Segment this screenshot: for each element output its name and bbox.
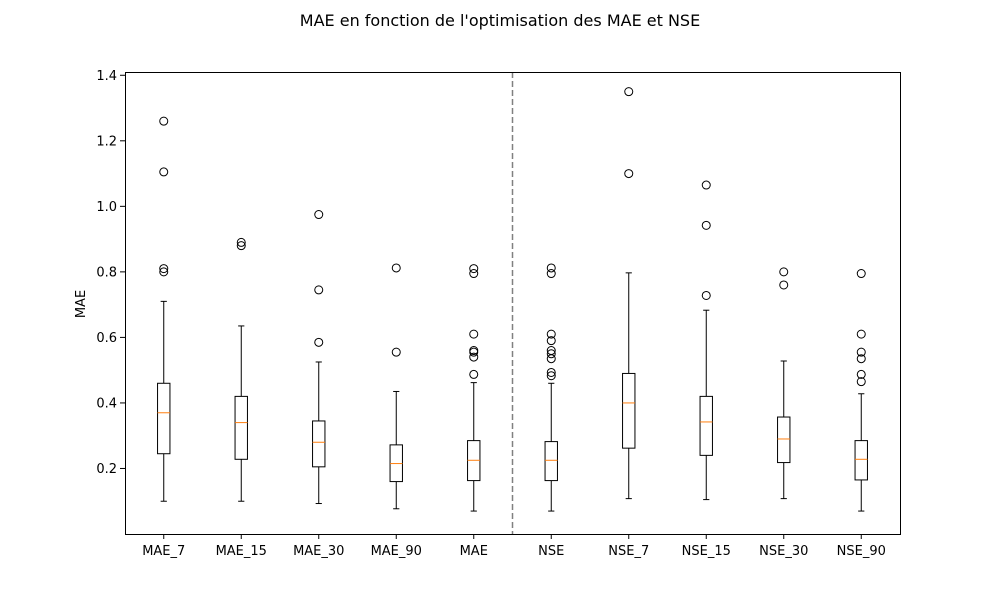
outlier-point (546, 263, 556, 273)
axes-frame (125, 72, 901, 535)
box-iqr (699, 395, 713, 456)
outlier-point (546, 349, 556, 359)
outlier-point (779, 280, 789, 290)
y-tick-label: 0.6 (96, 331, 117, 346)
x-tick-label: NSE (538, 544, 564, 559)
box-iqr (854, 440, 868, 481)
outlier-point (469, 269, 479, 279)
outlier-point (856, 369, 866, 379)
outlier-point (624, 169, 634, 179)
box-iqr (312, 420, 326, 468)
outlier-point (159, 116, 169, 126)
y-tick-label: 1.2 (96, 134, 117, 149)
outlier-point (469, 369, 479, 379)
y-tick-label: 0.8 (96, 265, 117, 280)
outlier-point (624, 87, 634, 97)
outlier-point (546, 329, 556, 339)
outlier-point (701, 290, 711, 300)
x-tick-label: MAE_30 (293, 544, 344, 559)
outlier-point (391, 263, 401, 273)
outlier-point (469, 264, 479, 274)
outlier-point (856, 354, 866, 364)
outlier-point (391, 347, 401, 357)
outlier-point (314, 285, 324, 295)
outlier-point (314, 210, 324, 220)
outlier-point (856, 347, 866, 357)
chart-title: MAE en fonction de l'optimisation des MA… (300, 11, 700, 30)
outlier-point (236, 237, 246, 247)
x-tick-label: NSE_15 (682, 544, 731, 559)
outlier-point (546, 336, 556, 346)
y-tick-label: 1.4 (96, 69, 117, 84)
outlier-point (314, 337, 324, 347)
outlier-point (546, 269, 556, 279)
y-tick-label: 0.4 (96, 396, 117, 411)
outlier-point (469, 352, 479, 362)
x-tick-label: NSE_90 (837, 544, 886, 559)
outlier-point (856, 377, 866, 387)
box-iqr (544, 441, 558, 482)
y-axis-label: MAE (74, 290, 89, 318)
box-iqr (777, 416, 791, 464)
x-tick-label: MAE_7 (142, 544, 185, 559)
box-iqr (234, 395, 248, 460)
outlier-point (469, 329, 479, 339)
outlier-point (159, 267, 169, 277)
outlier-point (856, 269, 866, 279)
outlier-point (469, 346, 479, 356)
x-tick-label: MAE_90 (371, 544, 422, 559)
outlier-point (546, 367, 556, 377)
y-tick-label: 0.2 (96, 462, 117, 477)
x-tick-label: NSE_7 (608, 544, 649, 559)
x-tick-label: NSE_30 (759, 544, 808, 559)
outlier-point (856, 329, 866, 339)
box-iqr (157, 382, 171, 455)
outlier-point (701, 220, 711, 230)
x-tick-label: MAE (460, 544, 488, 559)
outlier-point (236, 241, 246, 251)
plot-area: 0.2 0.4 0.6 0.8 1.0 1.2 1.4 MAE_7 MAE_15 MAE_30 MA… (96, 69, 886, 559)
box-iqr (622, 372, 636, 449)
y-tick-label: 1.0 (96, 200, 117, 215)
outlier-point (779, 267, 789, 277)
outlier-point (159, 264, 169, 274)
outlier-point (546, 346, 556, 356)
x-tick-label: MAE_15 (216, 544, 267, 559)
outlier-point (159, 167, 169, 177)
outlier-point (701, 180, 711, 190)
outlier-point (546, 371, 556, 381)
